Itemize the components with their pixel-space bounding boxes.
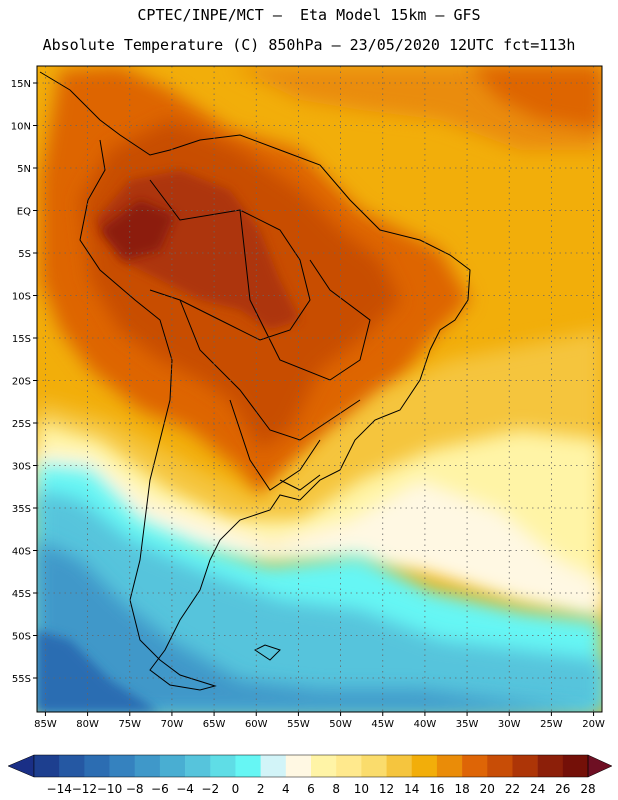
colorbar-swatch — [487, 755, 513, 777]
colder-band — [37, 540, 602, 712]
colorbar-frame — [33, 754, 589, 778]
colorbar-label: 28 — [580, 782, 595, 796]
lon-label: 75W — [118, 719, 141, 730]
lat-label: 45S — [12, 589, 31, 600]
lon-label: 40W — [414, 719, 437, 730]
lon-label: 80W — [76, 719, 99, 730]
lon-label: 45W — [371, 719, 394, 730]
colorbar-swatch — [311, 755, 337, 777]
colorbar-label: −4 — [176, 782, 194, 796]
lon-label: 65W — [203, 719, 226, 730]
colorbar-swatch — [386, 755, 413, 777]
colorbar-label: 24 — [530, 782, 545, 796]
lat-label: 15S — [12, 334, 31, 345]
hottest-region — [100, 200, 175, 260]
colorbar-label: 16 — [429, 782, 444, 796]
colorbar-label: 26 — [555, 782, 570, 796]
colorbar-label: −8 — [126, 782, 144, 796]
lat-label: 50S — [12, 632, 31, 643]
lat-label: 35S — [12, 504, 31, 515]
coldest-band — [37, 630, 160, 712]
lon-label: 30W — [498, 719, 521, 730]
lon-label: 35W — [456, 719, 479, 730]
axis-ticks: 85W 80W 75W 70W 65W 60W 55W 50W 45W 40W 35W 30W 25W 2… — [11, 79, 605, 730]
lat-label: 10N — [11, 122, 31, 133]
colorbar-label: −12 — [72, 782, 97, 796]
coastline — [39, 71, 471, 691]
colorbar-swatch — [84, 755, 110, 777]
lat-label: 30S — [12, 462, 31, 473]
colorbar-swatch — [436, 755, 463, 777]
atlantic-hot-region — [470, 66, 602, 130]
colorbar-swatch — [210, 755, 236, 777]
lat-label: 55S — [12, 674, 31, 685]
colorbar-swatch — [34, 755, 60, 777]
lat-label: 40S — [12, 547, 31, 558]
colorbar-label: −6 — [151, 782, 169, 796]
colorbar-swatch — [411, 755, 438, 777]
colorbar-label: 20 — [480, 782, 495, 796]
colorbar-swatch — [109, 755, 136, 777]
colorbar-swatch — [59, 755, 85, 777]
lon-label: 60W — [245, 719, 268, 730]
colorbar-label: 0 — [232, 782, 240, 796]
colorbar-label: 22 — [505, 782, 520, 796]
lat-label: 20S — [12, 377, 31, 388]
colorbar-label: 2 — [257, 782, 265, 796]
colorbar-label: 6 — [307, 782, 315, 796]
colorbar-swatch — [336, 755, 362, 777]
colorbar-swatch — [185, 755, 211, 777]
lat-label: 25S — [12, 419, 31, 430]
colorbar-label: −14 — [47, 782, 72, 796]
chart-subtitle: Absolute Temperature (C) 850hPa – 23/05/… — [42, 36, 576, 54]
colorbar-label: 10 — [354, 782, 369, 796]
colorbar-label: −2 — [201, 782, 219, 796]
colorbar-swatch — [361, 755, 387, 777]
temperature-field — [37, 66, 602, 712]
lat-label: 10S — [12, 292, 31, 303]
colorbar-max-triangle — [587, 754, 613, 778]
colorbar-swatch — [285, 755, 312, 777]
colorbar-min-triangle — [7, 754, 35, 778]
colorbar-swatch — [235, 755, 261, 777]
colorbar-label: −10 — [97, 782, 122, 796]
cream-band — [37, 450, 602, 620]
lon-label: 70W — [161, 719, 184, 730]
lon-label: 55W — [287, 719, 310, 730]
colorbar-swatch — [134, 755, 161, 777]
lat-label: 5S — [18, 249, 31, 260]
colorbar-swatch — [159, 755, 186, 777]
colorbar-swatch — [562, 755, 589, 777]
colorbar-label: 4 — [282, 782, 290, 796]
colorbar-swatch — [512, 755, 538, 777]
lat-label: 5N — [17, 164, 31, 175]
colorbar-label: 18 — [454, 782, 469, 796]
colorbar-swatch — [537, 755, 564, 777]
colorbar-label: 14 — [404, 782, 419, 796]
lon-label: 85W — [34, 719, 57, 730]
colorbar-label: 12 — [379, 782, 394, 796]
map-frame — [36, 65, 603, 713]
colorbar-swatch — [462, 755, 488, 777]
lat-label: EQ — [17, 207, 31, 218]
colorbar-swatch — [260, 755, 287, 777]
lon-label: 20W — [582, 719, 605, 730]
lon-label: 50W — [329, 719, 352, 730]
chart-title: CPTEC/INPE/MCT – Eta Model 15km – GFS — [137, 6, 481, 24]
lon-label: 25W — [540, 719, 563, 730]
colorbar-label: 8 — [332, 782, 340, 796]
lat-lon-grid — [37, 66, 602, 712]
lat-label: 15N — [11, 79, 31, 90]
colorbar: −14 −12 −10 −8 −6 −4 −2 0 2 4 6 8 10 12 14 16 18 20 22 24 26… — [7, 754, 613, 796]
